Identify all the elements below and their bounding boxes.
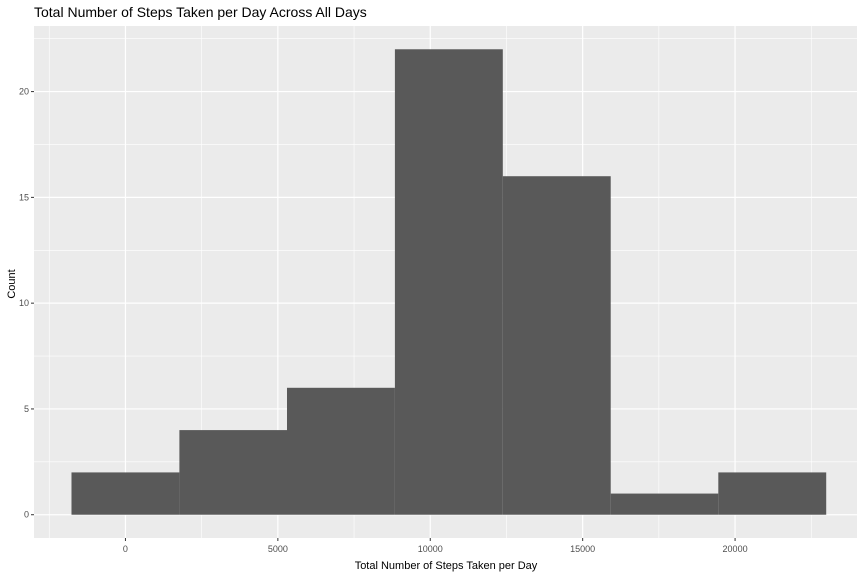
- y-axis: 0 5 10 15 20: [19, 87, 34, 520]
- x-tick-label: 0: [123, 544, 128, 554]
- y-axis-title: Count: [6, 269, 18, 298]
- y-tick-label: 10: [19, 298, 29, 308]
- x-tick-label: 15000: [570, 544, 595, 554]
- x-axis-title: Total Number of Steps Taken per Day: [355, 560, 538, 572]
- histogram-bar: [718, 472, 827, 515]
- chart-title: Total Number of Steps Taken per Day Acro…: [34, 4, 367, 20]
- y-tick-label: 15: [19, 192, 29, 202]
- histogram-bar: [394, 49, 503, 515]
- y-tick-label: 5: [24, 404, 29, 414]
- histogram-bar: [502, 176, 611, 515]
- x-axis: 0 5000 10000 15000 20000: [123, 538, 748, 554]
- histogram-bar: [179, 430, 287, 515]
- bars: [71, 49, 827, 515]
- x-tick-label: 20000: [723, 544, 748, 554]
- histogram-bar: [71, 472, 180, 515]
- x-tick-label: 5000: [268, 544, 288, 554]
- y-tick-label: 20: [19, 87, 29, 97]
- histogram-bar: [610, 493, 719, 515]
- histogram-bar: [286, 387, 395, 515]
- x-tick-label: 10000: [418, 544, 443, 554]
- y-tick-label: 0: [24, 510, 29, 520]
